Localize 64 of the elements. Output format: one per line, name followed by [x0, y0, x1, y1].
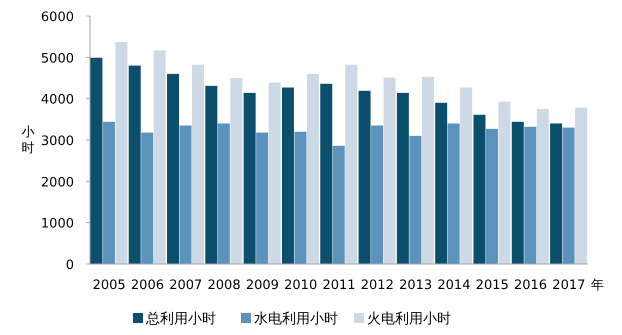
- bar: [550, 123, 562, 264]
- x-tick-label: 2012: [360, 278, 394, 293]
- bar: [102, 122, 115, 264]
- bar: [230, 78, 242, 264]
- x-tick-label: 2006: [130, 278, 164, 293]
- bar: [460, 88, 472, 264]
- bar: [512, 122, 524, 264]
- bar: [282, 88, 294, 264]
- bar: [575, 108, 588, 264]
- bar: [306, 74, 319, 264]
- bar: [294, 132, 306, 264]
- bar: [256, 132, 268, 264]
- x-tick-label: 2011: [322, 278, 356, 293]
- x-tick-label: 2013: [399, 278, 432, 293]
- bar: [218, 123, 230, 264]
- y-tick-label: 0: [66, 258, 74, 273]
- x-tick-label: 2015: [476, 278, 509, 293]
- legend-label: 火电利用小时: [367, 311, 451, 327]
- bar: [409, 136, 422, 264]
- bar: [154, 50, 166, 264]
- x-tick-label: 2016: [514, 278, 548, 293]
- x-tick-label: 2017: [552, 278, 586, 293]
- bar: [448, 123, 460, 264]
- y-tick-label: 4000: [40, 92, 74, 108]
- legend-label: 总利用小时: [145, 311, 216, 327]
- y-tick-label: 2000: [40, 175, 74, 190]
- bar: [473, 114, 486, 264]
- x-tick-label: 2014: [437, 278, 470, 293]
- bar: [562, 128, 575, 264]
- x-tick-label: 2009: [246, 278, 279, 293]
- bar: [320, 84, 332, 264]
- bar: [358, 90, 371, 264]
- bar: [536, 109, 549, 264]
- y-tick-label: 5000: [40, 51, 74, 66]
- bar: [268, 82, 281, 264]
- bar: [180, 126, 192, 264]
- bar: [192, 64, 204, 264]
- bar: [524, 126, 536, 264]
- x-axis-title: 年: [590, 278, 604, 293]
- bar: [486, 128, 498, 264]
- y-axis-title: 小时: [22, 125, 34, 156]
- bar: [205, 86, 218, 264]
- x-tick-label: 2008: [208, 278, 241, 293]
- bar: [244, 92, 256, 264]
- bar: [371, 126, 384, 264]
- bar: [384, 78, 396, 264]
- bar: [345, 64, 358, 264]
- y-tick-label: 3000: [40, 134, 74, 149]
- legend-label: 水电利用小时: [254, 311, 338, 327]
- bar: [90, 58, 102, 264]
- y-tick-label: 6000: [40, 10, 74, 25]
- bar: [498, 102, 510, 264]
- x-tick-label: 2005: [92, 278, 126, 293]
- bar: [435, 102, 448, 264]
- x-tick-label: 2007: [169, 278, 202, 293]
- y-tick-label: 1000: [40, 216, 74, 232]
- bar: [167, 74, 180, 264]
- bar: [396, 92, 409, 264]
- x-tick-label: 2010: [284, 278, 318, 293]
- bar: [141, 132, 154, 264]
- bar: [115, 42, 128, 264]
- bar: [422, 76, 434, 264]
- bar: [128, 66, 141, 264]
- bar: [332, 146, 345, 264]
